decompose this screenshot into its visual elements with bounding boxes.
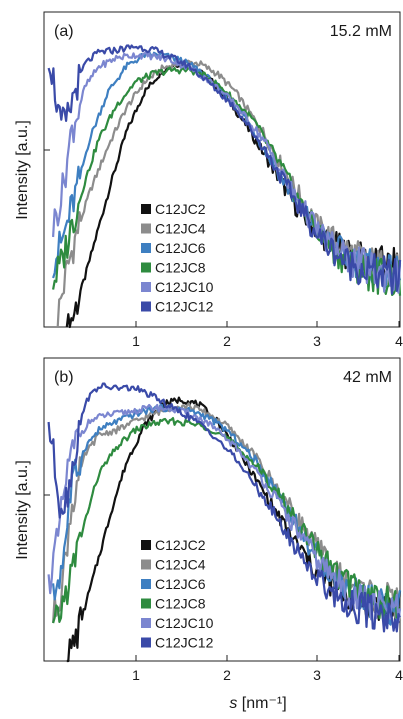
legend-swatch [141, 579, 151, 589]
series-line-c12jc8 [52, 66, 402, 296]
x-tick-label: 3 [313, 667, 321, 683]
x-tick-label: 2 [223, 333, 231, 349]
series-line-c12jc8 [52, 417, 401, 624]
x-tick-label: 4 [395, 667, 403, 683]
y-axis-label: Intensity [a.u.] [14, 120, 31, 220]
x-tick-label: 2 [223, 667, 231, 683]
panel-label: (b) [54, 369, 74, 386]
legend-label: C12JC6 [155, 576, 206, 592]
series-line-c12jc10 [52, 51, 402, 294]
legend-swatch [141, 243, 151, 253]
legend-swatch [141, 282, 151, 292]
x-axis-ticks: 1 2 3 4 [132, 321, 403, 349]
concentration-annotation: 15.2 mM [330, 23, 392, 40]
legend-swatch [141, 598, 151, 609]
x-axis-ticks: 1 2 3 4 [132, 655, 403, 683]
legend-swatch [141, 618, 151, 628]
legend-label: C12JC2 [155, 537, 206, 553]
legend-label: C12JC8 [155, 260, 206, 276]
legend-swatch [141, 262, 151, 273]
legend-swatch [141, 540, 151, 550]
legend: C12JC2 C12JC4 C12JC6 C12JC8 C12JC10 C12JC12 [141, 537, 214, 651]
series-line-c12jc2 [66, 396, 402, 663]
plot-frame [43, 11, 401, 328]
panel-label: (a) [54, 23, 74, 40]
x-tick-label: 4 [395, 333, 403, 349]
x-axis-label: s [nm⁻¹] [229, 695, 286, 712]
series-layer [47, 44, 402, 329]
legend-swatch [141, 559, 151, 570]
legend-label: C12JC2 [155, 201, 206, 217]
legend-label: C12JC10 [155, 615, 214, 631]
legend-label: C12JC10 [155, 279, 214, 295]
legend-swatch [141, 301, 151, 312]
x-axis-label-unit: [nm⁻¹] [237, 695, 286, 712]
legend-swatch [141, 223, 151, 234]
series-line-c12jc10 [47, 403, 402, 624]
legend-label: C12JC4 [155, 557, 206, 573]
y-axis-label: Intensity [a.u.] [14, 460, 31, 560]
legend-swatch [141, 204, 151, 214]
panel-b: (b) 42 mM Intensity [a.u.] 1 2 3 4 s [nm… [14, 357, 403, 712]
panel-a: (a) 15.2 mM Intensity [a.u.] 1 2 3 4 C12… [14, 11, 403, 349]
plot-frame [43, 357, 401, 662]
legend-label: C12JC8 [155, 596, 206, 612]
x-axis-label-symbol: s [229, 695, 237, 712]
legend-label: C12JC4 [155, 221, 206, 237]
legend-label: C12JC12 [155, 635, 214, 651]
x-tick-label: 1 [132, 667, 140, 683]
legend-label: C12JC6 [155, 240, 206, 256]
series-layer [47, 382, 402, 663]
legend-swatch [141, 637, 151, 648]
series-line-c12jc12 [47, 44, 402, 295]
concentration-annotation: 42 mM [343, 369, 392, 386]
x-tick-label: 1 [132, 333, 140, 349]
series-line-c12jc12 [47, 382, 401, 633]
legend: C12JC2 C12JC4 C12JC6 C12JC8 C12JC10 C12JC12 [141, 201, 214, 315]
x-tick-label: 3 [313, 333, 321, 349]
legend-label: C12JC12 [155, 299, 214, 315]
